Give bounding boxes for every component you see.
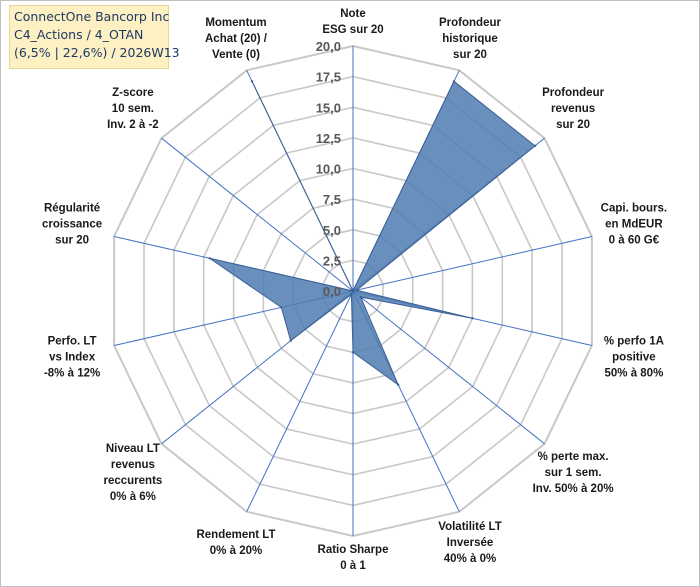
axis-label: % perte max. sur 1 sem. Inv. 50% à 20% [533, 451, 614, 495]
chart-title-box: ConnectOne Bancorp Inc C4_Actions / 4_OT… [9, 5, 180, 69]
tick-label: 10,0 [316, 162, 341, 177]
series-point [533, 144, 537, 148]
tick-label: 5,0 [323, 223, 341, 238]
tick-label: 17,5 [316, 70, 341, 85]
axis-label: Volatilité LT Inversée 40% à 0% [438, 521, 501, 565]
axis-label: Profondeur revenus sur 20 [542, 87, 604, 131]
tick-label: 15,0 [316, 100, 341, 115]
title-company: ConnectOne Bancorp Inc [14, 9, 170, 24]
axis-spoke [161, 137, 354, 292]
radar-axis-labels: Note ESG sur 20 Profondeur historique sur 20… [42, 8, 667, 572]
axis-spoke [352, 290, 545, 445]
radar-series [208, 80, 537, 387]
series-point [359, 295, 362, 299]
axis-label: Note ESG sur 20 [322, 8, 383, 36]
tick-label: 0,0 [323, 284, 341, 299]
title-period: (6,5% | 22,6%) / 2026W13 [14, 45, 180, 60]
axis-label: Rendement LT 0% à 20% [196, 529, 275, 557]
series-point [452, 80, 456, 83]
axis-spoke [246, 290, 354, 512]
axis-label: Capi. bours. en MdEUR 0 à 60 G€ [601, 203, 667, 247]
series-area [209, 80, 536, 387]
series-point [471, 317, 474, 320]
series-point [355, 289, 358, 292]
axis-label: Momentum Achat (20) / Vente (0) [205, 17, 268, 61]
radar-tick-labels: 0,0 2,5 5,0 7,5 10,0 12,5 15,0 17,5 20,0 [316, 39, 341, 299]
axis-label: Z-score 10 sem. Inv. 2 à -2 [107, 87, 159, 131]
series-point [250, 80, 254, 83]
series-point [280, 306, 283, 309]
axis-label: Perfo. LT vs Index -8% à 12% [44, 335, 100, 379]
series-point [289, 339, 292, 342]
axis-label: Régularité croissance sur 20 [42, 203, 102, 247]
tick-label: 12,5 [316, 131, 341, 146]
axis-label: Profondeur historique sur 20 [439, 17, 501, 61]
axis-label: Ratio Sharpe 0 à 1 [318, 544, 389, 572]
title-portfolio: C4_Actions / 4_OTAN [14, 27, 144, 42]
axis-label: Niveau LT revenus reccurents 0% à 6% [103, 443, 162, 503]
tick-label: 20,0 [316, 39, 341, 54]
series-point [351, 351, 355, 354]
tick-label: 7,5 [323, 192, 341, 207]
series-point [350, 293, 353, 296]
axis-spoke [352, 236, 593, 292]
tick-label: 2,5 [323, 253, 341, 268]
series-point [397, 383, 400, 386]
series-point [208, 257, 211, 260]
series-point [351, 289, 355, 293]
axis-label: % perfo 1A positive 50% à 80% [604, 335, 664, 379]
